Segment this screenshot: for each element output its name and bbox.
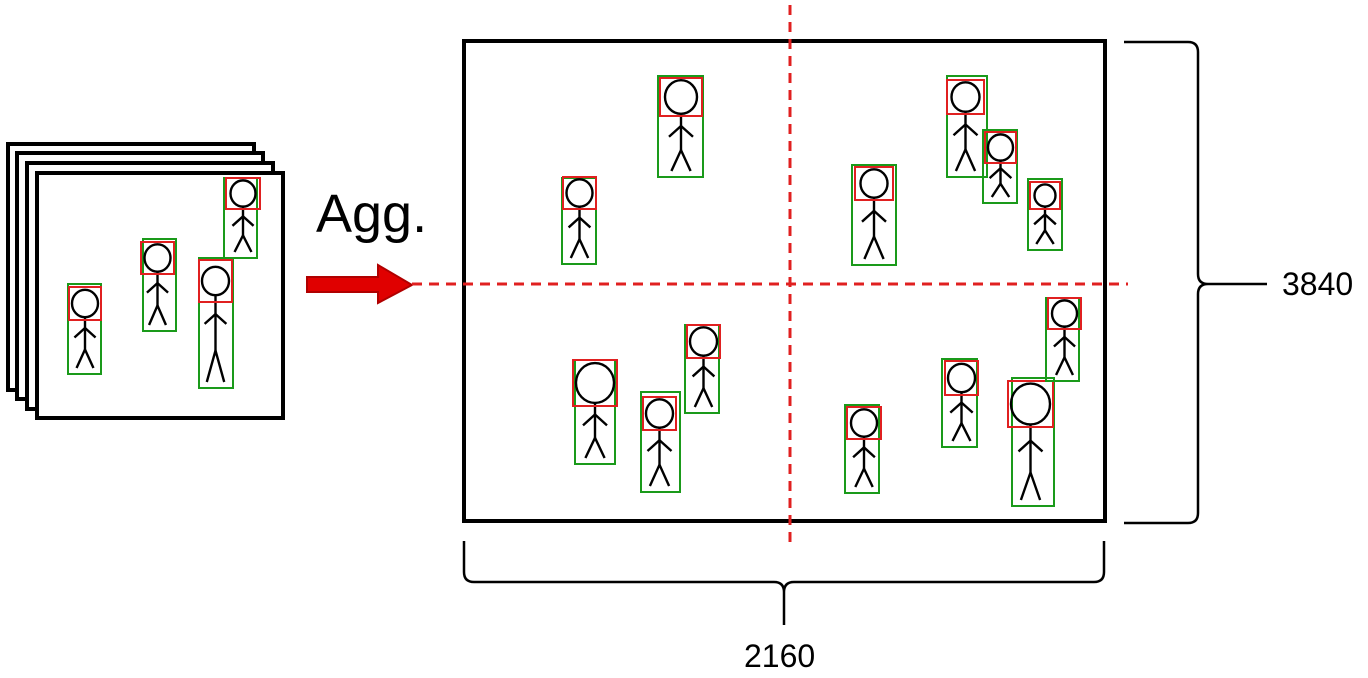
height-dimension-label: 3840 bbox=[1282, 266, 1354, 302]
body-bounding-box bbox=[982, 129, 1018, 204]
person-detection bbox=[1027, 178, 1063, 251]
stick-figure bbox=[229, 179, 257, 253]
body-bounding-box bbox=[941, 358, 978, 448]
aggregation-arrow bbox=[306, 263, 415, 305]
body-bounding-box bbox=[1011, 377, 1055, 507]
body-bounding-box bbox=[844, 404, 880, 494]
person-detection bbox=[640, 391, 681, 493]
body-bounding-box bbox=[67, 283, 102, 375]
body-bounding-box bbox=[640, 391, 681, 493]
body-bounding-box bbox=[946, 75, 988, 178]
person-detection bbox=[657, 75, 704, 178]
head-bounding-box bbox=[642, 396, 677, 431]
person-detection bbox=[223, 177, 261, 259]
head-bounding-box bbox=[984, 131, 1017, 164]
width-brace bbox=[462, 541, 1106, 625]
person-detection bbox=[198, 257, 234, 389]
person-detection bbox=[844, 404, 882, 494]
stick-figure bbox=[1033, 183, 1057, 245]
person-detection bbox=[572, 359, 618, 465]
frame-stack bbox=[6, 142, 285, 420]
stick-figure bbox=[574, 361, 616, 459]
stick-figure bbox=[859, 168, 889, 260]
stick-figure bbox=[565, 178, 594, 259]
person-detection bbox=[684, 324, 721, 414]
head-bounding-box bbox=[686, 324, 721, 359]
stick-figure bbox=[663, 78, 699, 172]
head-bounding-box bbox=[562, 176, 597, 210]
aggregated-frame bbox=[462, 39, 1107, 523]
head-bounding-box bbox=[1007, 380, 1054, 428]
aggregated-detections bbox=[561, 75, 1082, 507]
body-bounding-box bbox=[1027, 178, 1063, 251]
person-detection bbox=[561, 176, 597, 265]
aggregation-label: Agg. bbox=[316, 184, 428, 244]
stick-figure bbox=[946, 362, 977, 442]
head-bounding-box bbox=[854, 166, 894, 201]
person-detection bbox=[941, 358, 979, 448]
head-bounding-box bbox=[1029, 181, 1061, 210]
person-detection bbox=[67, 283, 102, 375]
stick-figure bbox=[644, 398, 675, 487]
stick-figure bbox=[688, 326, 719, 408]
body-bounding-box bbox=[657, 75, 704, 178]
head-bounding-box bbox=[140, 241, 175, 275]
stick-figure bbox=[1009, 382, 1052, 501]
person-detection bbox=[982, 129, 1018, 204]
stick-figure bbox=[200, 265, 231, 383]
body-bounding-box bbox=[142, 238, 177, 332]
head-bounding-box bbox=[1047, 297, 1082, 330]
person-detection bbox=[1007, 377, 1055, 507]
person-detection bbox=[946, 75, 988, 178]
head-bounding-box bbox=[659, 77, 703, 117]
head-bounding-box bbox=[946, 79, 985, 115]
stick-figure bbox=[143, 243, 172, 326]
width-dimension-label: 2160 bbox=[744, 638, 816, 674]
head-bounding-box bbox=[225, 177, 261, 210]
head-bounding-box bbox=[198, 259, 233, 303]
body-bounding-box bbox=[198, 257, 234, 389]
stick-figure bbox=[950, 81, 981, 172]
head-bounding-box bbox=[846, 406, 882, 440]
head-bounding-box bbox=[68, 286, 102, 321]
head-bounding-box bbox=[572, 359, 618, 407]
small-frame-detections bbox=[67, 177, 261, 389]
height-brace bbox=[1124, 40, 1267, 525]
person-detection bbox=[1045, 297, 1082, 382]
stick-figure bbox=[1050, 299, 1079, 376]
head-bounding-box bbox=[944, 360, 979, 396]
body-bounding-box bbox=[851, 164, 897, 266]
stick-figure bbox=[849, 408, 879, 488]
person-detection bbox=[140, 238, 177, 332]
person-detection bbox=[851, 164, 897, 266]
stick-figure bbox=[70, 288, 100, 369]
